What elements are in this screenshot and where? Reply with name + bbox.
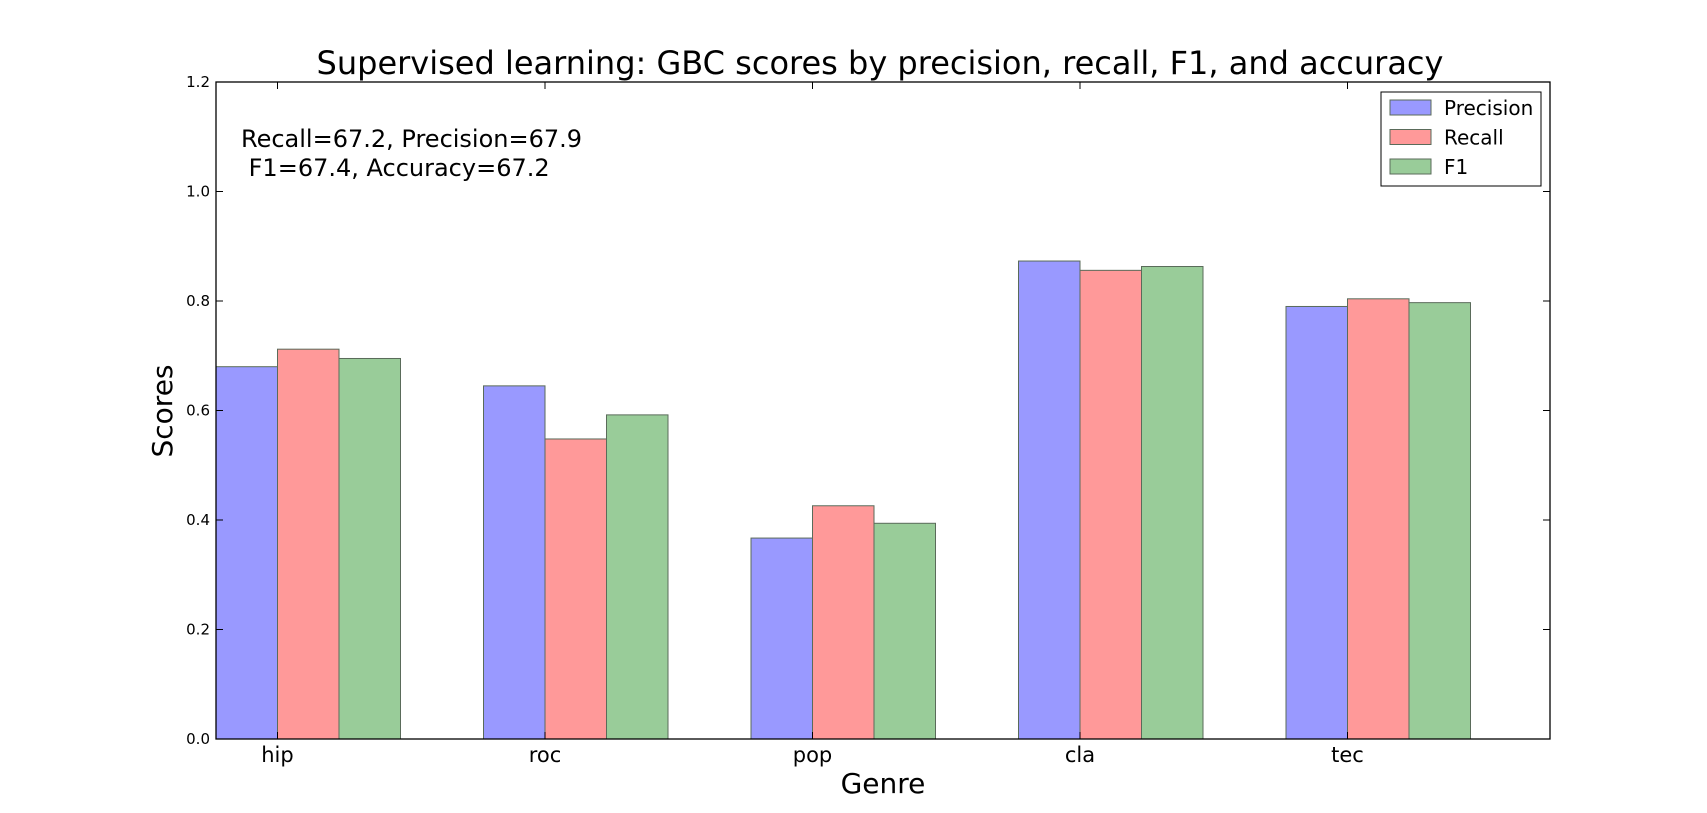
bar-recall-cla (1079, 269, 1142, 740)
y-tick-label: 0.2 (186, 621, 210, 639)
bar-precision-tec (1285, 305, 1348, 740)
summary-annotation: Recall=67.2, Precision=67.9 F1=67.4, Acc… (241, 125, 590, 182)
legend-label-precision: Precision (1444, 96, 1533, 120)
bar-f1-tec (1408, 302, 1471, 740)
bar-precision-cla (1018, 260, 1081, 740)
bar-recall-tec (1347, 298, 1410, 740)
bar-precision-pop (750, 537, 813, 740)
bar-precision-roc (483, 385, 546, 740)
legend-label-f1: F1 (1444, 155, 1468, 179)
legend-swatch-f1 (1389, 158, 1432, 175)
legend-swatch-precision (1389, 99, 1432, 116)
x-category-label-hip: hip (261, 743, 293, 767)
x-category-label-roc: roc (529, 743, 562, 767)
bar-precision-hip (215, 366, 278, 740)
x-category-label-tec: tec (1331, 743, 1364, 767)
bar-f1-cla (1141, 266, 1204, 740)
y-tick-label: 0.6 (186, 402, 210, 420)
bar-f1-roc (606, 414, 669, 740)
bar-recall-pop (812, 505, 875, 740)
legend: Precision Recall F1 (1380, 91, 1542, 187)
bar-recall-roc (544, 438, 607, 740)
annotation-line-2: F1=67.4, Accuracy=67.2 (241, 154, 550, 182)
y-tick-label: 0.0 (186, 730, 210, 748)
y-tick-label: 1.0 (186, 183, 210, 201)
chart-title: Supervised learning: GBC scores by preci… (317, 44, 1444, 82)
bars-layer (215, 260, 1471, 740)
x-category-label-cla: cla (1065, 743, 1095, 767)
bar-recall-hip (277, 348, 340, 740)
y-tick-label: 1.2 (186, 73, 210, 91)
legend-swatch-recall (1389, 129, 1432, 145)
ticks-layer: 0.0 0.2 0.4 0.6 0.8 1.0 1.2 hip roc pop cla tec (186, 73, 1550, 767)
bar-f1-pop (873, 522, 936, 740)
x-category-label-pop: pop (793, 743, 833, 767)
legend-label-recall: Recall (1444, 126, 1504, 150)
bar-f1-hip (338, 357, 401, 740)
y-tick-label: 0.4 (186, 511, 210, 529)
y-axis-title: Scores (146, 364, 179, 457)
x-axis-title: Genre (841, 767, 926, 800)
y-tick-label: 0.8 (186, 292, 210, 310)
annotation-line-1: Recall=67.2, Precision=67.9 (241, 125, 582, 153)
